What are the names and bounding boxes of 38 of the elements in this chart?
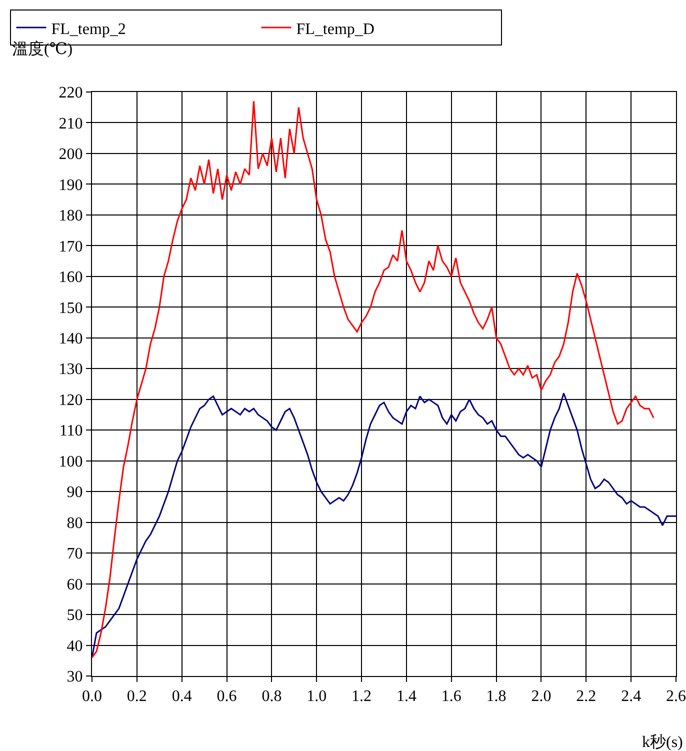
y-tick-label: 80: [66, 514, 83, 532]
x-tick-label: 1.2: [352, 688, 372, 706]
y-tick-label: 220: [58, 84, 83, 102]
x-tick-label: 1.0: [306, 688, 327, 706]
x-tick-label: 0.0: [82, 688, 102, 706]
legend-label: FL_temp_2: [51, 20, 126, 38]
x-tick-label: 2.6: [666, 688, 686, 706]
x-axis-title: k秒(s): [642, 733, 683, 751]
x-tick-label: 2.0: [531, 688, 552, 706]
y-tick-label: 190: [58, 176, 83, 194]
y-tick-label: 150: [58, 300, 83, 317]
y-tick-label: 40: [66, 638, 83, 655]
y-tick-label: 60: [66, 576, 83, 594]
y-tick-label: 180: [58, 208, 83, 225]
y-tick-label: 160: [58, 269, 83, 286]
x-tick-label: 2.2: [576, 688, 596, 706]
y-tick-label: 90: [66, 484, 83, 502]
y-tick-label: 140: [58, 330, 83, 348]
x-tick-label: 2.4: [621, 688, 642, 706]
line-series: [92, 100, 654, 658]
x-tick-label: 1.4: [396, 688, 416, 706]
y-tick-label: 130: [58, 361, 83, 378]
y-tick-label: 50: [66, 607, 83, 624]
y-tick-label: 120: [58, 392, 83, 409]
y-tick-label: 30: [66, 668, 83, 686]
x-tick-label: 0.4: [172, 688, 192, 706]
x-tick-label: 0.6: [216, 688, 237, 706]
x-tick-label: 0.8: [262, 688, 282, 706]
y-tick-label: 110: [59, 422, 83, 440]
y-tick-label: 70: [66, 546, 83, 563]
x-tick-label: 1.8: [486, 688, 506, 706]
legend-label: FL_temp_D: [296, 20, 374, 38]
y-tick-label: 200: [58, 146, 83, 164]
x-tick-label: 0.2: [126, 688, 147, 706]
y-tick-label: 210: [58, 115, 83, 132]
y-tick-label: 170: [58, 238, 83, 256]
y-tick-label: 100: [58, 453, 83, 470]
x-tick-label: 1.6: [441, 688, 462, 706]
